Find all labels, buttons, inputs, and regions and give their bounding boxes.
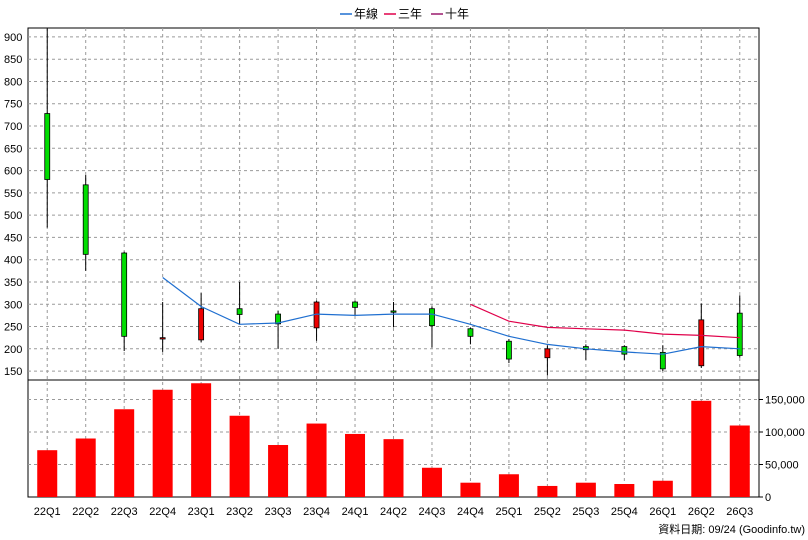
candle-body <box>736 312 743 356</box>
volume-bar <box>498 474 519 497</box>
price-tick-label: 750 <box>4 99 22 111</box>
volume-bar <box>652 480 673 497</box>
x-axis: 22Q1 22Q2 22Q3 22Q4 23Q1 23Q2 23Q3 23Q4 24Q1 24Q2… <box>34 506 753 518</box>
volume-axis: 150,000 100,000 50,000 0 <box>759 395 805 504</box>
x-tick-label: 25Q4 <box>611 506 638 518</box>
candle-body <box>44 113 51 180</box>
x-tick-label: 24Q2 <box>380 506 407 518</box>
grid <box>28 28 759 497</box>
volume-bar <box>37 450 58 497</box>
candle-body <box>121 252 128 337</box>
candle-body <box>506 340 512 360</box>
x-tick-label: 25Q1 <box>495 506 522 518</box>
x-tick-label: 23Q2 <box>226 506 253 518</box>
candle-body <box>275 313 281 325</box>
candle-body <box>429 308 435 327</box>
legend: 年線 三年 十年 <box>340 6 469 21</box>
candles <box>44 28 743 376</box>
volume-tick-label: 150,000 <box>765 395 805 407</box>
candle-body <box>659 351 666 370</box>
volume-bar <box>75 438 96 497</box>
x-tick-label: 25Q3 <box>572 506 599 518</box>
volume-bar <box>152 389 173 497</box>
candle-body <box>82 184 89 255</box>
price-tick-label: 300 <box>4 299 22 311</box>
price-tick-label: 700 <box>4 121 22 133</box>
candle-body <box>159 337 166 340</box>
price-tick-label: 850 <box>4 54 22 66</box>
candle-body <box>544 348 551 359</box>
x-tick-label: 26Q1 <box>649 506 676 518</box>
legend-label-ten-year: 十年 <box>445 7 469 21</box>
price-tick-label: 900 <box>4 32 22 44</box>
volume-bar <box>537 485 558 497</box>
x-tick-label: 24Q1 <box>342 506 369 518</box>
x-tick-label: 22Q2 <box>72 506 99 518</box>
volume-bar <box>691 400 712 497</box>
price-tick-label: 600 <box>4 166 22 178</box>
x-tick-label: 26Q3 <box>726 506 753 518</box>
candle-body <box>236 308 243 315</box>
price-tick-label: 400 <box>4 255 22 267</box>
source-label: 資料日期: 09/24 (Goodinfo.tw) <box>658 522 805 536</box>
price-tick-label: 250 <box>4 322 22 334</box>
volume-bars <box>37 383 750 497</box>
volume-bar <box>191 383 212 497</box>
x-tick-label: 26Q2 <box>688 506 715 518</box>
legend-label-year-line: 年線 <box>354 6 378 21</box>
x-tick-label: 23Q3 <box>265 506 292 518</box>
x-tick-label: 23Q1 <box>188 506 215 518</box>
volume-tick-label: 0 <box>765 492 771 504</box>
volume-bar <box>614 484 635 497</box>
price-tick-label: 800 <box>4 76 22 88</box>
x-tick-label: 25Q2 <box>534 506 561 518</box>
x-tick-label: 22Q1 <box>34 506 61 518</box>
candle-body <box>198 308 205 341</box>
price-axis: 900 850 800 750 700 650 600 550 500 450 400 350 300 2… <box>4 32 22 378</box>
legend-label-three-year: 三年 <box>398 7 422 21</box>
x-tick-label: 24Q3 <box>419 506 446 518</box>
series-line-1 <box>470 303 740 339</box>
price-tick-label: 650 <box>4 143 22 155</box>
x-tick-label: 22Q4 <box>149 506 176 518</box>
candle-body <box>698 319 705 367</box>
moving-average-lines <box>162 277 740 355</box>
price-tick-label: 350 <box>4 277 22 289</box>
x-tick-label: 23Q4 <box>303 506 330 518</box>
volume-bar <box>229 415 250 497</box>
volume-bar <box>729 425 750 497</box>
price-tick-label: 200 <box>4 344 22 356</box>
volume-bar <box>421 467 442 497</box>
volume-tick-label: 100,000 <box>765 427 805 439</box>
price-tick-label: 150 <box>4 366 22 378</box>
candle-body <box>467 328 474 337</box>
series-line-0 <box>162 277 740 355</box>
volume-bar <box>460 482 481 497</box>
volume-bar <box>114 409 135 497</box>
price-tick-label: 500 <box>4 210 22 222</box>
x-tick-label: 24Q4 <box>457 506 484 518</box>
candle-body <box>352 301 358 308</box>
volume-bar <box>345 433 366 497</box>
price-tick-label: 550 <box>4 188 22 200</box>
volume-bar <box>383 439 404 497</box>
candle-body <box>390 310 397 313</box>
volume-tick-label: 50,000 <box>765 460 799 472</box>
price-tick-label: 450 <box>4 232 22 244</box>
volume-bar <box>306 423 327 497</box>
volume-bar <box>268 445 289 497</box>
candle-body <box>621 346 628 355</box>
x-tick-label: 22Q3 <box>111 506 138 518</box>
volume-bar <box>575 482 596 497</box>
